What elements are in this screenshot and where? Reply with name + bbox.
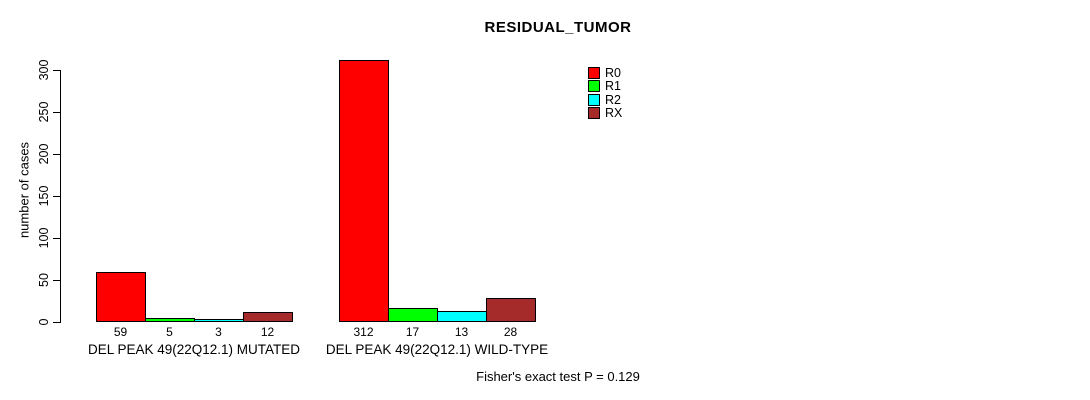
y-axis-line — [60, 70, 61, 323]
bar-r0-group1 — [96, 272, 146, 322]
category-label: DEL PEAK 49(22Q12.1) MUTATED — [87, 342, 301, 357]
y-axis-tick-label: 300 — [37, 59, 51, 81]
category-label: DEL PEAK 49(22Q12.1) WILD-TYPE — [325, 342, 549, 357]
y-axis-tick — [53, 154, 60, 155]
y-axis-tick — [53, 196, 60, 197]
y-axis-tick-label: 200 — [37, 143, 51, 165]
bar-value-label: 17 — [405, 325, 420, 339]
bar-r2-group2 — [437, 311, 487, 322]
bar-value-label: 3 — [215, 325, 222, 339]
y-axis-tick-label: 50 — [37, 273, 51, 287]
y-axis-tick — [53, 322, 60, 323]
legend-swatch-r0 — [588, 66, 600, 79]
legend-label: R2 — [605, 92, 621, 107]
y-axis-tick — [53, 112, 60, 113]
bar-value-label: 5 — [166, 325, 173, 339]
y-axis-tick — [53, 238, 60, 239]
y-axis-tick-label: 150 — [37, 185, 51, 207]
bar-value-label: 28 — [503, 325, 518, 339]
legend-swatch-r2 — [588, 93, 600, 106]
legend-item-r1: R1 — [588, 79, 622, 94]
y-axis-tick — [53, 70, 60, 71]
y-axis-tick-label: 0 — [37, 318, 51, 326]
legend-label: RX — [605, 106, 623, 121]
bar-value-label: 312 — [353, 325, 374, 339]
bar-r2-group1 — [194, 319, 244, 322]
bar-r1-group2 — [388, 307, 438, 322]
bar-rx-group2 — [486, 298, 536, 322]
bar-value-label: 13 — [454, 325, 469, 339]
chart-title: RESIDUAL_TUMOR — [484, 19, 632, 36]
stat-test-annotation: Fisher's exact test P = 0.129 — [476, 369, 640, 384]
legend-item-r2: R2 — [588, 93, 622, 107]
bar-rx-group1 — [243, 311, 293, 322]
legend-label: R0 — [605, 65, 621, 80]
bar-value-label: 12 — [260, 325, 275, 339]
legend-item-r0: R0 — [588, 66, 622, 80]
y-axis-tick — [53, 280, 60, 281]
bar-r0-group2 — [339, 59, 389, 322]
bar-r1-group1 — [145, 317, 195, 322]
legend: R0 R1 R2 RX — [588, 66, 622, 120]
legend-label: R1 — [605, 79, 621, 94]
y-axis-tick-label: 250 — [37, 101, 51, 123]
legend-swatch-rx — [588, 107, 600, 120]
y-axis-tick-label: 100 — [37, 227, 51, 249]
legend-swatch-r1 — [588, 80, 600, 93]
bar-value-label: 59 — [113, 325, 128, 339]
y-axis-label: number of cases — [16, 141, 32, 239]
legend-item-rx: RX — [588, 106, 623, 121]
